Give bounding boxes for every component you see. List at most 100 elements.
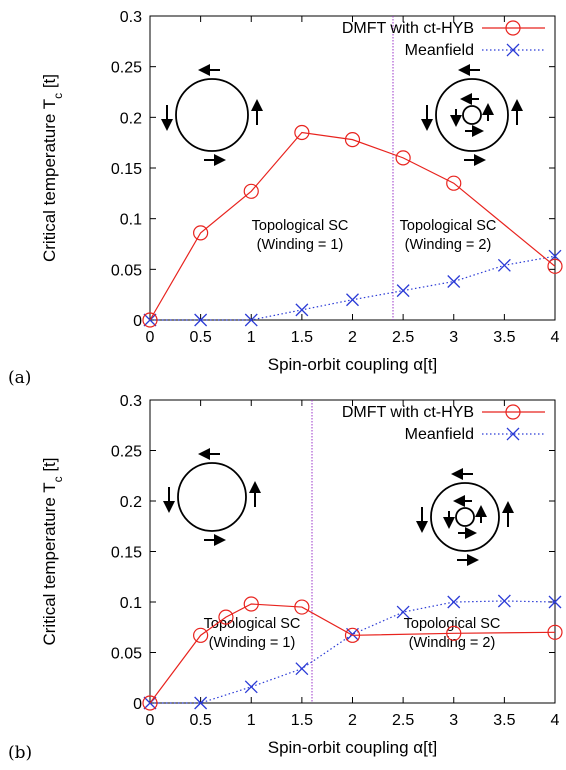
y-tick-label: 0.3: [120, 9, 142, 26]
plot-frame: [149, 399, 556, 704]
x-tick-label: 1: [247, 329, 256, 346]
series-line-dmft: [149, 603, 556, 704]
data-point-meanfield: [244, 313, 258, 327]
y-tick-label: 0.2: [120, 110, 142, 127]
data-point-meanfield: [244, 680, 258, 694]
vortex-ring-inner: [462, 105, 482, 125]
x-tick-label: 0.5: [190, 329, 212, 346]
x-tick-label: 0.5: [190, 712, 212, 729]
region-label-winding: (Winding = 2): [405, 237, 492, 253]
data-point-meanfield: [396, 605, 410, 619]
vortex-ring-outer: [177, 462, 247, 532]
data-point-dmft: [344, 132, 361, 148]
data-point-dmft: [142, 695, 158, 711]
legend-label: Meanfield: [405, 426, 474, 443]
plot-frame: [149, 15, 556, 321]
region-label-winding: (Winding = 1): [257, 237, 344, 253]
y-tick-label: 0.05: [111, 262, 142, 279]
data-point-meanfield: [194, 696, 208, 710]
legend-label: Meanfield: [405, 42, 474, 59]
data-point-meanfield: [497, 594, 511, 608]
region-label-winding: (Winding = 2): [409, 635, 496, 651]
data-point-meanfield: [447, 275, 461, 288]
x-tick-label: 2: [348, 329, 357, 346]
vortex-ring-outer: [175, 78, 249, 152]
legend-label: DMFT with ct-HYB: [342, 20, 474, 37]
chart-panel-b: 0 0.5 1 1.5 2 2.5 3 3.5 4 0 0.05 0.1 0.15 0.2 0.25 0.3 S…: [8, 393, 563, 763]
legend-marker-x: [506, 43, 520, 57]
y-tick-label: 0.15: [111, 545, 142, 562]
y-tick-label: 0: [133, 696, 142, 713]
vortex-ring-outer: [430, 482, 500, 552]
region-label-title: Topological SC: [400, 218, 497, 234]
region-label-winding: (Winding = 1): [209, 635, 296, 651]
data-point-meanfield: [396, 284, 410, 298]
x-tick-label: 0: [146, 329, 155, 346]
y-axis-label-subscript: c: [51, 93, 65, 99]
series-line-dmft: [149, 131, 556, 321]
data-point-dmft: [218, 609, 234, 625]
data-point-dmft: [446, 175, 462, 191]
data-point-meanfield: [194, 313, 208, 327]
vortex-ring-inner: [455, 507, 475, 527]
panel-label: (b): [8, 743, 32, 763]
x-tick-label: 4: [551, 712, 560, 729]
x-tick-label: 2.5: [392, 712, 414, 729]
y-tick-label: 0.25: [111, 444, 142, 461]
y-axis-label: Critical temperature Tc [t]: [40, 457, 65, 645]
y-axis-label-main: Critical temperature T: [40, 99, 59, 262]
y-tick-label: 0.1: [120, 595, 142, 612]
region-label-title: Topological SC: [204, 616, 301, 632]
legend-label: DMFT with ct-HYB: [342, 404, 474, 421]
data-point-meanfield: [497, 258, 511, 272]
data-point-meanfield: [295, 662, 309, 676]
data-point-dmft: [294, 124, 310, 141]
legend-marker-circle: [505, 404, 521, 420]
data-point-dmft: [294, 599, 310, 615]
data-point-dmft: [344, 627, 361, 643]
data-point-meanfield: [295, 303, 309, 317]
region-label-title: Topological SC: [252, 218, 349, 234]
x-tick-label: 3.5: [493, 329, 515, 346]
x-tick-label: 2.5: [392, 329, 414, 346]
panel-label: (a): [8, 368, 31, 388]
data-point-meanfield: [548, 595, 562, 609]
x-tick-label: 2: [348, 712, 357, 729]
y-axis-label-unit: [t]: [40, 74, 59, 93]
x-tick-label: 4: [551, 329, 560, 346]
x-tick-label: 1.5: [291, 329, 313, 346]
chart-panel-a: 0 0.5 1 1.5 2 2.5 3 3.5 4 0 0.05 0.1 0.15 0.2 0.25 0.3 S…: [8, 9, 563, 388]
data-point-dmft: [193, 627, 209, 643]
y-tick-label: 0.1: [120, 212, 142, 229]
x-axis-label: Spin-orbit coupling α[t]: [268, 738, 438, 757]
x-tick-label: 1: [247, 712, 256, 729]
y-tick-label: 0.3: [120, 393, 142, 410]
x-axis-label: Spin-orbit coupling α[t]: [268, 355, 438, 374]
y-axis-label-unit: [t]: [40, 457, 59, 476]
y-tick-label: 0.15: [111, 161, 142, 178]
data-point-dmft: [142, 312, 158, 328]
vortex-ring-outer: [435, 78, 509, 152]
data-point-dmft: [243, 596, 259, 612]
x-tick-label: 0: [146, 712, 155, 729]
region-label-title: Topological SC: [404, 616, 501, 632]
data-point-dmft: [547, 624, 563, 640]
data-point-dmft: [395, 150, 411, 166]
data-point-meanfield: [447, 595, 461, 609]
legend-marker-circle: [505, 20, 521, 36]
x-tick-label: 3: [449, 329, 458, 346]
data-point-dmft: [243, 183, 259, 199]
y-axis-label-subscript: c: [51, 476, 65, 482]
series-line-meanfield: [150, 600, 556, 704]
x-tick-label: 1.5: [291, 712, 313, 729]
y-tick-label: 0: [133, 313, 142, 330]
y-axis-label-main: Critical temperature T: [40, 482, 59, 645]
x-tick-label: 3.5: [493, 712, 515, 729]
data-point-dmft: [547, 258, 563, 274]
x-tick-label: 3: [449, 712, 458, 729]
data-point-dmft: [446, 625, 462, 641]
y-tick-label: 0.05: [111, 646, 142, 663]
data-point-meanfield: [346, 293, 359, 307]
legend-marker-x: [506, 427, 520, 441]
